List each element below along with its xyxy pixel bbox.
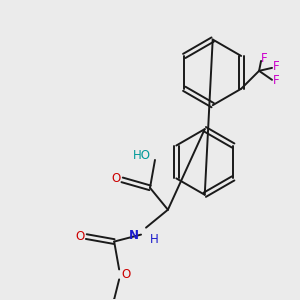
Text: H: H: [150, 233, 159, 246]
Text: O: O: [121, 268, 130, 281]
Text: O: O: [75, 230, 84, 243]
Text: O: O: [111, 172, 120, 185]
Text: F: F: [261, 52, 268, 65]
Text: F: F: [273, 60, 280, 74]
Text: F: F: [273, 74, 280, 87]
Text: HO: HO: [133, 149, 151, 163]
Text: N: N: [129, 229, 139, 242]
